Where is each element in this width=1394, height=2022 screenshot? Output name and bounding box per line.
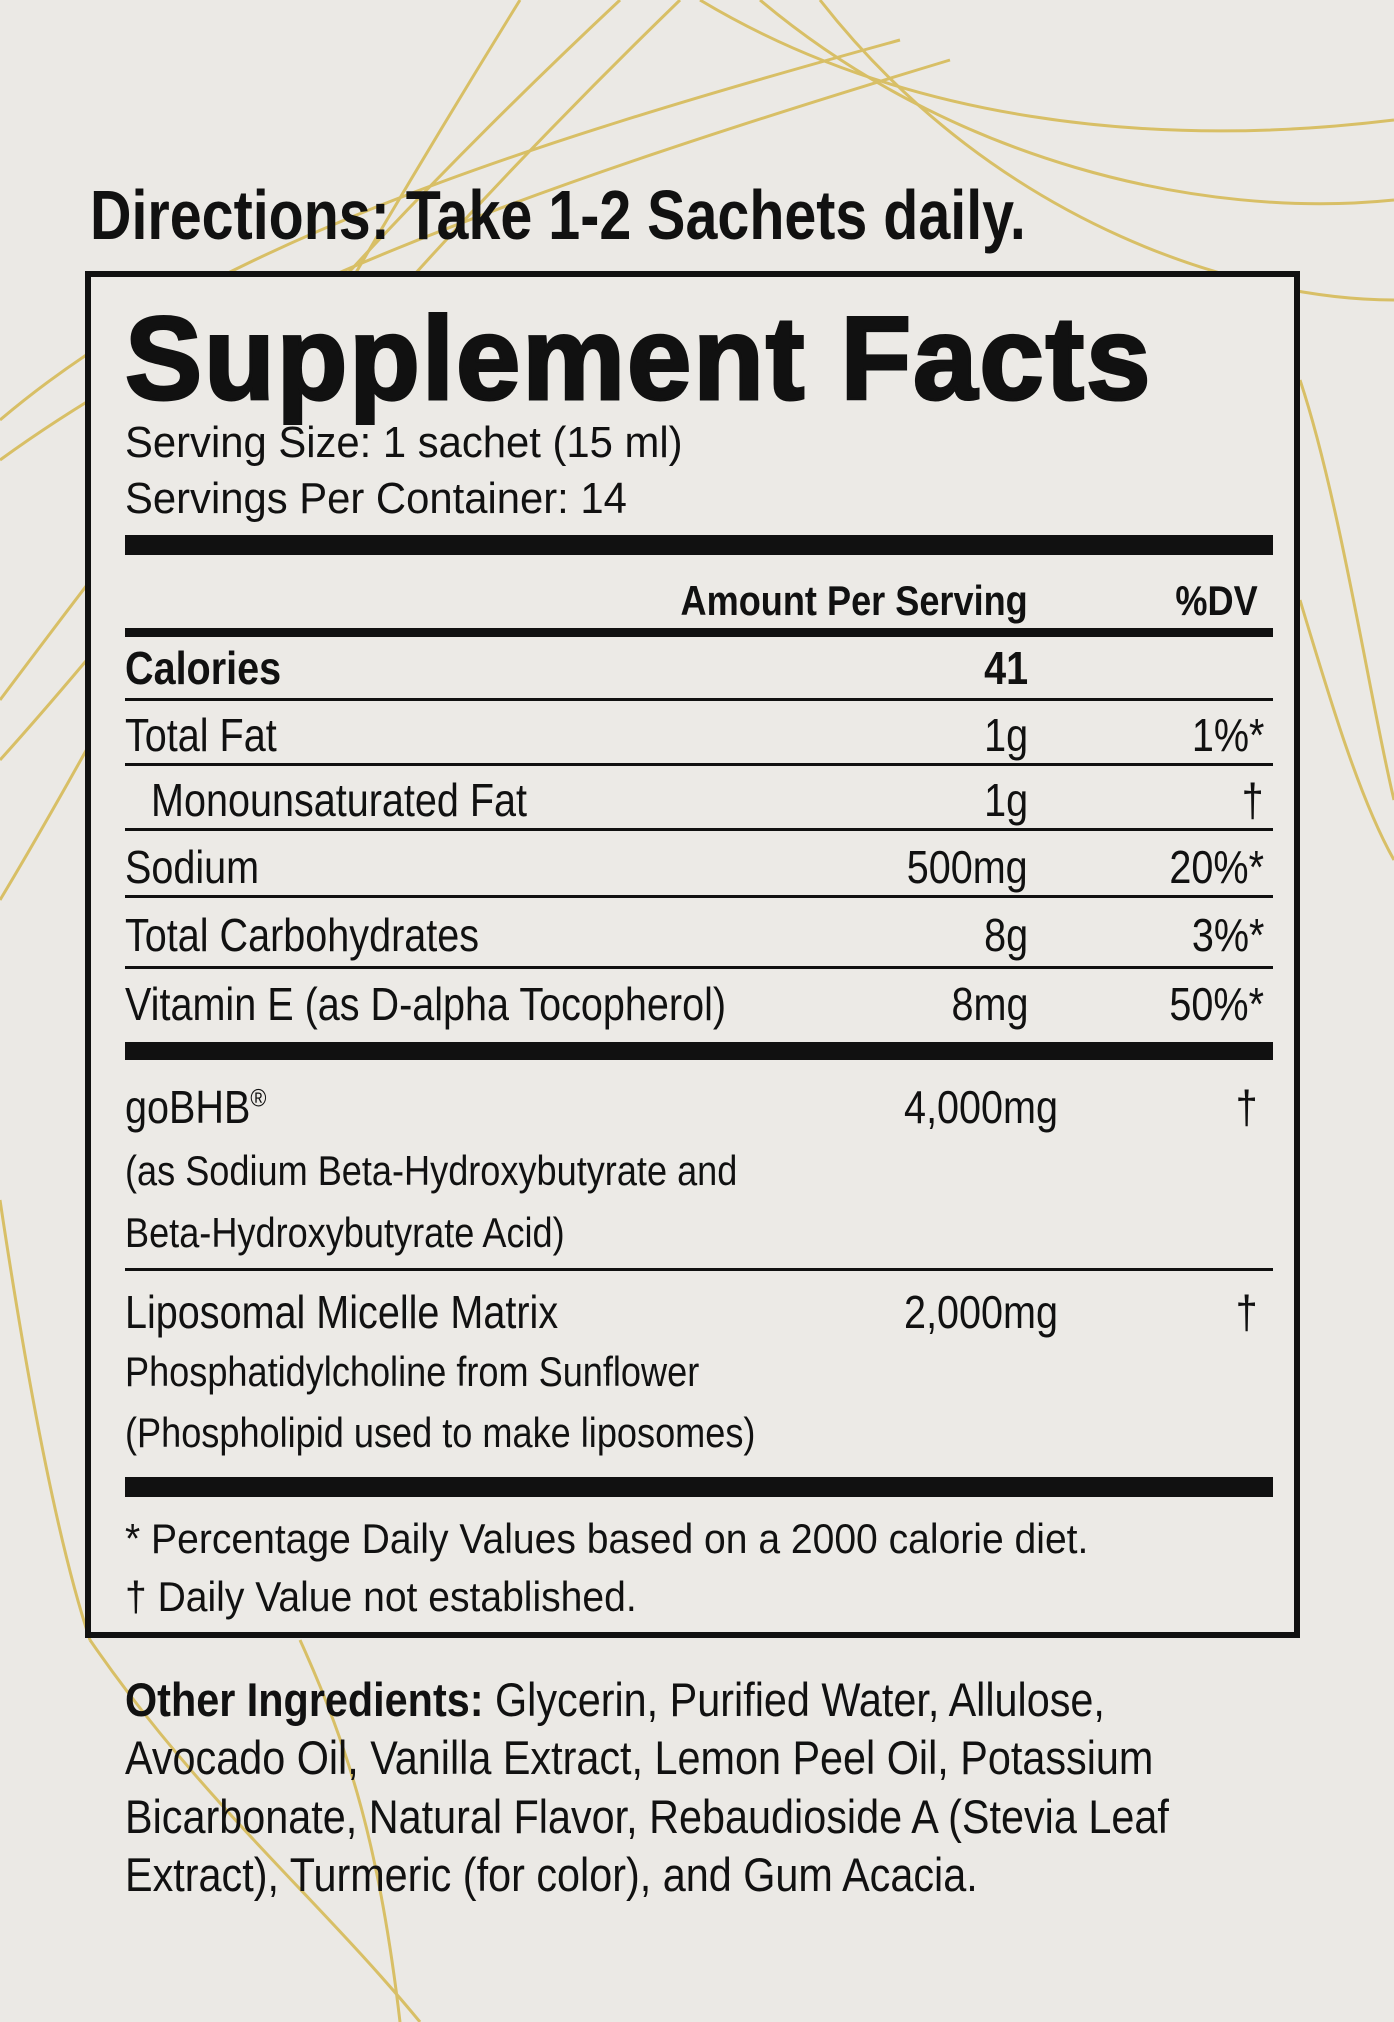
footnote-dv: * Percentage Daily Values based on a 200… [125, 1515, 1089, 1562]
thick-divider [125, 1477, 1273, 1497]
ingredient-amount: 4,000mg [904, 1081, 1058, 1133]
nutrient-amount: 8mg [951, 978, 1028, 1030]
nutrient-dv: 1%* [1191, 709, 1264, 761]
nutrient-name: Total Fat [125, 709, 277, 761]
nutrient-amount: 500mg [907, 841, 1028, 893]
directions: Directions: Take 1-2 Sachets daily. [90, 176, 1026, 254]
nutrient-name: Monounsaturated Fat [151, 774, 528, 826]
amount-header: Amount Per Serving [680, 577, 1028, 624]
medium-divider [125, 628, 1273, 637]
ingredient-detail: (Phospholipid used to make liposomes) [125, 1409, 756, 1456]
panel-title: Supplement Facts [124, 293, 1153, 425]
nutrient-dv: † [1241, 774, 1264, 826]
nutrient-name: Calories [125, 642, 282, 694]
nutrient-amount: 8g [983, 909, 1028, 961]
row-divider [125, 828, 1273, 831]
other-ingredients-label: Other Ingredients: [125, 1673, 484, 1726]
registered-mark: ® [250, 1084, 267, 1113]
row-divider [125, 895, 1273, 898]
other-ingredients-line: Avocado Oil, Vanilla Extract, Lemon Peel… [125, 1731, 1154, 1784]
row-divider [125, 763, 1273, 766]
supplement-facts-panel [85, 271, 1300, 1638]
nutrient-name: Vitamin E (as D-alpha Tocopherol) [125, 978, 727, 1030]
nutrient-name: Sodium [125, 841, 260, 893]
ingredient-detail: Beta-Hydroxybutyrate Acid) [125, 1209, 565, 1256]
ingredient-detail: Phosphatidylcholine from Sunflower [125, 1348, 700, 1395]
ingredient-dv: † [1235, 1286, 1258, 1338]
nutrient-amount: 41 [983, 642, 1028, 694]
thick-divider [125, 1042, 1273, 1060]
nutrient-name: Total Carbohydrates [125, 909, 480, 961]
ingredient-detail: (as Sodium Beta-Hydroxybutyrate and [125, 1147, 738, 1194]
servings-per-container: Servings Per Container: 14 [125, 474, 627, 523]
nutrient-dv: 50%* [1169, 978, 1264, 1030]
ingredient-name: Liposomal Micelle Matrix [125, 1286, 559, 1338]
other-ingredients-line: Bicarbonate, Natural Flavor, Rebaudiosid… [125, 1790, 1169, 1843]
other-ingredients: Other Ingredients: Glycerin, Purified Wa… [125, 1673, 1105, 1726]
footnote-dagger: † Daily Value not established. [125, 1573, 637, 1620]
ingredient-name: goBHB® [125, 1081, 267, 1133]
nutrient-amount: 1g [983, 774, 1028, 826]
nutrient-dv: 3%* [1191, 909, 1264, 961]
other-ingredients-line: Extract), Turmeric (for color), and Gum … [125, 1848, 978, 1901]
ingredient-amount: 2,000mg [904, 1286, 1058, 1338]
nutrient-dv: 20%* [1169, 841, 1264, 893]
thick-divider [125, 535, 1273, 555]
row-divider [125, 966, 1273, 969]
serving-size: Serving Size: 1 sachet (15 ml) [125, 418, 683, 467]
dv-header: %DV [1175, 577, 1258, 624]
nutrient-amount: 1g [983, 709, 1028, 761]
row-divider [125, 698, 1273, 701]
ingredient-dv: † [1235, 1081, 1258, 1133]
row-divider [125, 1268, 1273, 1271]
